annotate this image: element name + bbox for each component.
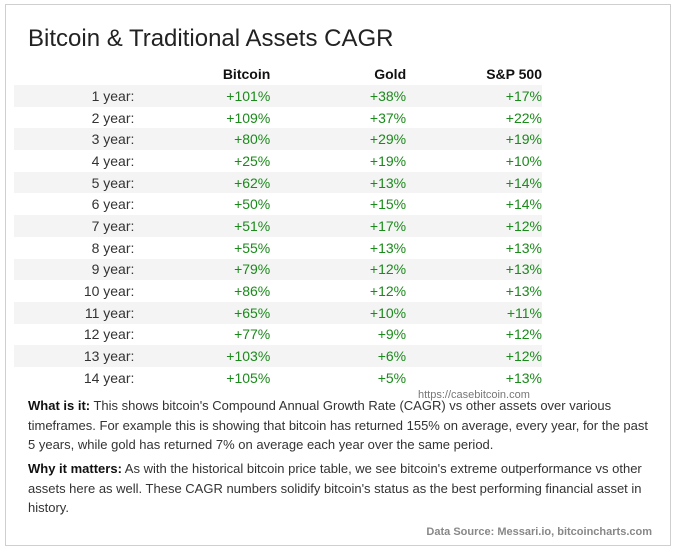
sp500-value: +13%	[406, 258, 542, 281]
table-row: 14 year: +105% +5% +13%	[14, 367, 542, 389]
table-row: 12 year: +77% +9% +12%	[14, 324, 542, 346]
bitcoin-value: +62%	[134, 171, 271, 194]
bitcoin-value: +77%	[234, 326, 271, 343]
table-row: 6 year: +50% +15% +14%	[14, 193, 542, 215]
sp500-value: +11%	[406, 301, 542, 324]
sp500-value: +13%	[505, 369, 542, 386]
gold-value: +12%	[369, 283, 407, 300]
sp500-value: +13%	[505, 283, 542, 300]
sp500-value: +22%	[505, 109, 542, 126]
sp500-value: +12%	[406, 345, 542, 367]
gold-value: +37%	[369, 109, 407, 126]
period-label: 2 year:	[91, 109, 135, 126]
gold-value: +12%	[270, 258, 407, 281]
gold-value: +6%	[270, 345, 407, 367]
gold-value: +9%	[377, 326, 407, 343]
sp500-value: +13%	[505, 239, 542, 256]
table-row: 13 year: +103% +6% +12%	[14, 345, 542, 367]
table-row: 8 year: +55% +13% +13%	[14, 237, 542, 259]
bitcoin-value: +50%	[234, 196, 271, 213]
header-bitcoin: Bitcoin	[222, 66, 271, 82]
header-sp500: S&P 500	[486, 66, 542, 82]
table-header-row: Bitcoin Gold S&P 500	[14, 63, 542, 85]
header-period	[14, 63, 134, 85]
what-is-it-paragraph: What is it: This shows bitcoin's Compoun…	[28, 396, 658, 455]
table-row: 10 year: +86% +12% +13%	[14, 280, 542, 302]
sp500-value: +12%	[505, 326, 542, 343]
period-label: 14 year:	[83, 369, 135, 386]
what-is-it-label: What is it:	[28, 398, 91, 413]
table-row: 7 year: +51% +17% +12%	[14, 215, 542, 237]
gold-value: +15%	[369, 196, 407, 213]
bitcoin-value: +55%	[234, 239, 271, 256]
gold-value: +38%	[270, 85, 407, 107]
bitcoin-value: +109%	[226, 109, 271, 126]
table-row: 3 year: +80% +29% +19%	[14, 128, 542, 151]
period-label: 3 year:	[14, 128, 135, 151]
period-label: 12 year:	[83, 326, 135, 343]
period-label: 13 year:	[14, 345, 135, 367]
why-it-matters-label: Why it matters:	[28, 461, 122, 476]
gold-value: +13%	[270, 171, 407, 194]
bitcoin-value: +80%	[134, 128, 271, 151]
period-label: 6 year:	[91, 196, 135, 213]
why-it-matters-text: As with the historical bitcoin price tab…	[28, 461, 642, 515]
period-label: 11 year:	[14, 301, 135, 324]
sp500-value: +10%	[505, 152, 542, 169]
period-label: 1 year:	[14, 85, 135, 107]
bitcoin-value: +101%	[134, 85, 271, 107]
gold-value: +29%	[270, 128, 407, 151]
period-label: 10 year:	[83, 283, 135, 300]
gold-value: +19%	[369, 152, 407, 169]
why-it-matters-paragraph: Why it matters: As with the historical b…	[28, 459, 658, 518]
bitcoin-value: +79%	[134, 258, 271, 281]
period-label: 8 year:	[91, 239, 135, 256]
sp500-value: +19%	[406, 128, 542, 151]
bitcoin-value: +105%	[226, 369, 271, 386]
period-label: 7 year:	[14, 215, 135, 237]
chart-title: Bitcoin & Traditional Assets CAGR	[28, 25, 394, 52]
table-row: 9 year: +79% +12% +13%	[14, 258, 542, 281]
table-row: 11 year: +65% +10% +11%	[14, 301, 542, 324]
cagr-table: Bitcoin Gold S&P 500 1 year: +101% +38% +17…	[14, 63, 542, 389]
what-is-it-text: This shows bitcoin's Compound Annual Gro…	[28, 398, 648, 452]
bitcoin-value: +25%	[234, 152, 271, 169]
table-row: 4 year: +25% +19% +10%	[14, 150, 542, 172]
period-label: 4 year:	[91, 152, 135, 169]
table-row: 1 year: +101% +38% +17%	[14, 85, 542, 107]
table-row: 2 year: +109% +37% +22%	[14, 107, 542, 129]
sp500-value: +14%	[505, 196, 542, 213]
bitcoin-value: +103%	[134, 345, 271, 367]
period-label: 5 year:	[14, 171, 135, 194]
data-source: Data Source: Messari.io, bitcoincharts.c…	[426, 526, 652, 538]
watermark-url: https://casebitcoin.com	[418, 389, 530, 401]
chart-card: Bitcoin & Traditional Assets CAGR Bitcoi…	[5, 4, 671, 546]
gold-value: +17%	[270, 215, 407, 237]
gold-value: +10%	[270, 301, 407, 324]
gold-value: +13%	[369, 239, 407, 256]
sp500-value: +14%	[406, 171, 542, 194]
period-label: 9 year:	[14, 258, 135, 281]
sp500-value: +17%	[406, 85, 542, 107]
table-row: 5 year: +62% +13% +14%	[14, 171, 542, 194]
header-gold: Gold	[374, 66, 407, 82]
sp500-value: +12%	[406, 215, 542, 237]
gold-value: +5%	[377, 369, 407, 386]
bitcoin-value: +65%	[134, 301, 271, 324]
bitcoin-value: +86%	[234, 283, 271, 300]
table-body: 1 year: +101% +38% +17% 2 year: +109% +37% +22%…	[14, 85, 542, 389]
bitcoin-value: +51%	[134, 215, 271, 237]
